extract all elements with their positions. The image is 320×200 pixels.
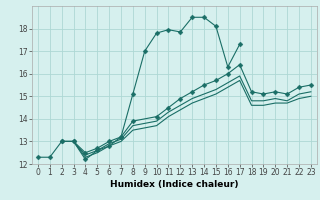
X-axis label: Humidex (Indice chaleur): Humidex (Indice chaleur)	[110, 180, 239, 189]
